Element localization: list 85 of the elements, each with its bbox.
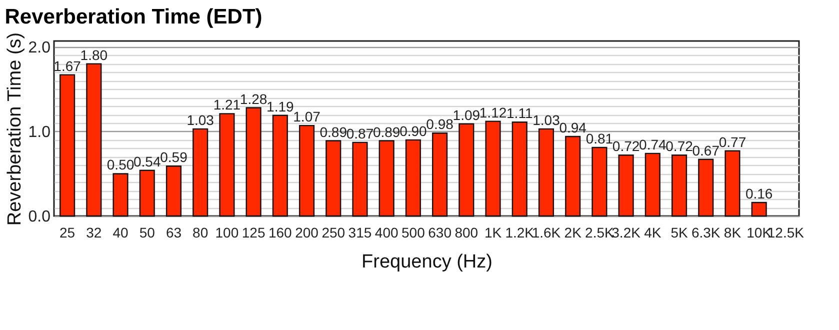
data-label: 1.19 bbox=[266, 98, 294, 114]
data-label: 0.81 bbox=[586, 130, 614, 147]
x-tick-label: 800 bbox=[454, 224, 478, 240]
bar bbox=[246, 107, 262, 217]
x-tick-label: 63 bbox=[166, 224, 182, 240]
x-tick-label: 32 bbox=[86, 224, 102, 240]
bar bbox=[724, 150, 740, 217]
bar bbox=[618, 154, 634, 217]
data-label: 1.07 bbox=[293, 108, 321, 125]
data-label: 0.87 bbox=[346, 125, 374, 142]
x-tick-label: 1.6K bbox=[532, 224, 562, 240]
bar bbox=[751, 202, 767, 217]
x-tick-label: 4K bbox=[644, 224, 662, 240]
data-label: 1.12 bbox=[479, 104, 507, 120]
data-label: 1.03 bbox=[186, 112, 214, 128]
bar bbox=[219, 113, 235, 217]
x-tick-label: 250 bbox=[322, 224, 346, 240]
bar bbox=[538, 128, 554, 217]
x-tick-label: 5K bbox=[670, 224, 688, 240]
data-label: 1.80 bbox=[80, 46, 108, 63]
bar bbox=[671, 154, 688, 217]
bar bbox=[698, 158, 714, 217]
data-label: 0.72 bbox=[666, 138, 694, 154]
data-label: 0.16 bbox=[745, 185, 773, 202]
x-tick-label: 6.3K bbox=[691, 224, 721, 240]
x-tick-label: 2.5K bbox=[585, 224, 614, 240]
x-tick-label: 80 bbox=[192, 224, 208, 240]
data-label: 1.11 bbox=[506, 105, 533, 122]
x-tick-label: 1K bbox=[484, 224, 502, 240]
data-label: 0.59 bbox=[160, 149, 188, 166]
y-tick-label: 2.0 bbox=[28, 39, 51, 56]
data-label: 0.50 bbox=[106, 156, 134, 173]
bar bbox=[458, 123, 474, 217]
data-label: 1.21 bbox=[213, 96, 241, 113]
bar bbox=[298, 124, 315, 217]
x-tick-label: 50 bbox=[139, 224, 156, 240]
bar bbox=[272, 114, 288, 217]
x-tick-label: 3.2K bbox=[612, 224, 642, 240]
data-label: 1.28 bbox=[240, 90, 268, 107]
data-label: 0.98 bbox=[426, 116, 454, 132]
bar bbox=[166, 166, 182, 217]
bar bbox=[139, 170, 155, 217]
x-tick-label: 25 bbox=[60, 224, 76, 240]
bar bbox=[352, 142, 368, 217]
chart-title: Reverberation Time (EDT) bbox=[4, 6, 262, 29]
x-tick-label: 500 bbox=[402, 224, 426, 240]
data-label: 0.94 bbox=[559, 120, 587, 136]
bar bbox=[112, 173, 128, 217]
data-label: 0.77 bbox=[718, 134, 746, 150]
data-label: 0.72 bbox=[612, 138, 640, 154]
y-tick-label: 1.0 bbox=[28, 124, 51, 141]
bar bbox=[644, 152, 660, 217]
data-label: 0.67 bbox=[692, 142, 720, 158]
bar bbox=[326, 140, 342, 217]
bar bbox=[592, 146, 608, 217]
bar bbox=[565, 136, 581, 217]
x-tick-label: 400 bbox=[374, 224, 398, 240]
bar bbox=[405, 139, 421, 217]
data-label: 1.03 bbox=[532, 112, 560, 128]
data-label: 1.09 bbox=[452, 106, 480, 123]
x-tick-label: 40 bbox=[112, 224, 129, 240]
bar bbox=[432, 132, 448, 217]
data-label: 0.90 bbox=[400, 122, 428, 139]
data-label: 1.67 bbox=[54, 58, 82, 74]
x-tick-label: 125 bbox=[242, 224, 266, 240]
bar bbox=[378, 140, 394, 217]
bar bbox=[512, 122, 528, 217]
data-label: 0.89 bbox=[372, 124, 400, 140]
data-label: 0.89 bbox=[320, 124, 348, 140]
x-tick-label: 315 bbox=[348, 224, 372, 240]
y-tick-label: 0.0 bbox=[28, 208, 51, 226]
x-tick-label: 160 bbox=[268, 224, 292, 240]
bar bbox=[60, 74, 76, 217]
x-tick-label: 100 bbox=[215, 224, 239, 240]
y-axis-title: Reverberation Time (s) bbox=[4, 32, 26, 226]
x-tick-label: 2K bbox=[564, 224, 582, 240]
bar bbox=[192, 128, 208, 217]
bar bbox=[485, 120, 501, 217]
x-axis-title: Frequency (Hz) bbox=[362, 252, 492, 272]
data-label: 0.74 bbox=[639, 136, 666, 152]
x-tick-label: 200 bbox=[295, 224, 319, 240]
x-tick-label: 630 bbox=[428, 224, 452, 240]
data-label: 0.54 bbox=[134, 153, 161, 170]
bar bbox=[86, 63, 102, 217]
x-tick-label: 8K bbox=[724, 224, 742, 240]
